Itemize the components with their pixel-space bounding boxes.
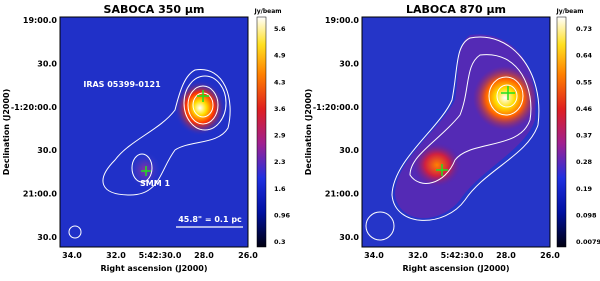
y-tick-label: 30.0 bbox=[339, 59, 359, 68]
y-tick-label: 19:00.0 bbox=[325, 16, 360, 25]
colorbar-tick-label: 0.55 bbox=[576, 78, 593, 86]
x-tick-label: 26.0 bbox=[238, 251, 258, 260]
colorbar-tick-label: 2.3 bbox=[274, 158, 286, 166]
x-tick-label: 28.0 bbox=[194, 251, 214, 260]
colorbar-tick-label: 0.64 bbox=[576, 52, 593, 60]
y-tick-label: 21:00.0 bbox=[23, 190, 58, 199]
saboca-map bbox=[59, 16, 249, 248]
colorbar-tick-label: 4.9 bbox=[274, 52, 286, 60]
colorbar-tick-label: 0.098 bbox=[576, 211, 597, 219]
panel-title: LABOCA 870 µm bbox=[406, 3, 506, 16]
colorbar-tick-label: 0.0079 bbox=[576, 238, 600, 246]
y-axis-label: Declination (J2000) bbox=[304, 89, 313, 175]
colorbar-tick-label: 5.6 bbox=[274, 25, 286, 33]
x-tick-label: 34.0 bbox=[62, 251, 82, 260]
x-tick-label: 28.0 bbox=[496, 251, 516, 260]
colorbar bbox=[556, 16, 567, 248]
colorbar-tick-label: 0.28 bbox=[576, 158, 593, 166]
colorbar-tick-label: 0.37 bbox=[576, 132, 592, 140]
colorbar-tick-label: 4.3 bbox=[274, 78, 286, 86]
colorbar-tick-label: 0.46 bbox=[576, 105, 593, 113]
colorbar-tick-label: 0.3 bbox=[274, 238, 286, 246]
x-tick-label: 5:42:30.0 bbox=[139, 251, 182, 260]
y-tick-label: 30.0 bbox=[37, 233, 57, 242]
laboca-map bbox=[361, 16, 551, 248]
colorbar-tick-label: 0.96 bbox=[274, 211, 291, 219]
annotation: SMM 1 bbox=[140, 179, 170, 188]
colorbar-unit: Jy/beam bbox=[254, 8, 282, 15]
y-tick-label: 30.0 bbox=[37, 59, 57, 68]
annotation: IRAS 05399-0121 bbox=[83, 80, 161, 89]
x-tick-label: 34.0 bbox=[364, 251, 384, 260]
colorbar-tick-label: 2.9 bbox=[274, 132, 286, 140]
x-axis-label: Right ascension (J2000) bbox=[101, 264, 208, 273]
y-tick-label: 21:00.0 bbox=[325, 190, 360, 199]
colorbar-tick-label: 1.6 bbox=[274, 185, 286, 193]
colorbar-unit: Jy/beam bbox=[556, 8, 584, 15]
colorbar-tick-label: 0.19 bbox=[576, 185, 593, 193]
y-tick-label: 30.0 bbox=[339, 233, 359, 242]
y-axis-label: Declination (J2000) bbox=[2, 89, 11, 175]
colorbar-tick-label: 0.73 bbox=[576, 25, 592, 33]
y-tick-label: 30.0 bbox=[339, 146, 359, 155]
panel-title: SABOCA 350 µm bbox=[104, 3, 205, 16]
y-tick-label: 30.0 bbox=[37, 146, 57, 155]
y-tick-label: -1:20:00.0 bbox=[11, 103, 58, 112]
x-tick-label: 5:42:30.0 bbox=[441, 251, 484, 260]
x-tick-label: 32.0 bbox=[106, 251, 126, 260]
x-axis-label: Right ascension (J2000) bbox=[403, 264, 510, 273]
colorbar-tick-label: 3.6 bbox=[274, 105, 286, 113]
annotation: 45.8" = 0.1 pc bbox=[178, 215, 242, 224]
x-tick-label: 26.0 bbox=[540, 251, 560, 260]
colorbar bbox=[256, 16, 267, 248]
x-tick-label: 32.0 bbox=[408, 251, 428, 260]
y-tick-label: 19:00.0 bbox=[23, 16, 58, 25]
y-tick-label: -1:20:00.0 bbox=[313, 103, 360, 112]
